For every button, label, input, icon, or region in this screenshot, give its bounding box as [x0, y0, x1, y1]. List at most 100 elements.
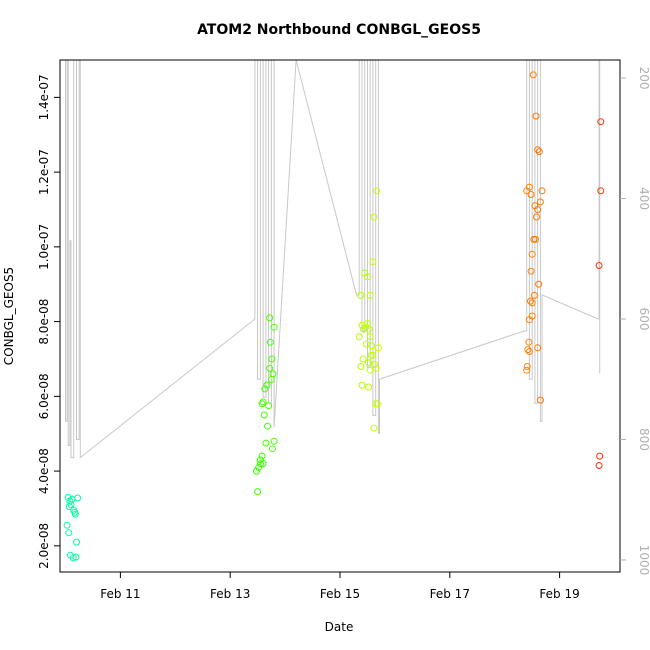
data-point	[595, 462, 603, 469]
data-point	[64, 493, 72, 501]
data-point	[528, 250, 536, 258]
data-point	[370, 213, 378, 221]
data-point	[359, 355, 367, 363]
data-point	[372, 364, 380, 372]
chart-title: ATOM2 Northbound CONBGL_GEOS5	[197, 22, 481, 38]
data-point	[595, 262, 603, 269]
data-point	[534, 344, 542, 352]
data-point	[262, 439, 270, 447]
right-tick-label: 1000	[637, 545, 650, 576]
right-axis: 200 400 600 800 1000	[620, 67, 650, 576]
data-point	[258, 452, 266, 460]
x-axis: Feb 11 Feb 13 Feb 15 Feb 17 Feb 19	[100, 572, 580, 601]
y-tick-label: 8.0e-08	[37, 299, 51, 345]
pressure-line-group	[65, 59, 601, 459]
data-point	[525, 338, 533, 346]
data-point	[374, 344, 382, 352]
data-point	[535, 280, 543, 288]
data-point	[256, 460, 264, 468]
data-point	[368, 342, 376, 350]
data-point	[266, 364, 274, 372]
data-point	[63, 521, 71, 529]
data-point	[265, 402, 273, 410]
data-point	[365, 383, 372, 391]
data-point	[74, 494, 82, 502]
data-point	[72, 553, 80, 561]
data-point	[253, 467, 260, 475]
data-point	[525, 183, 533, 191]
data-point	[535, 148, 543, 156]
data-point	[370, 424, 378, 432]
data-point	[65, 503, 73, 511]
data-point	[364, 273, 371, 281]
data-point	[261, 385, 269, 393]
data-point	[533, 213, 540, 221]
y-tick-label: 1.4e-07	[37, 74, 51, 120]
right-tick-label: 800	[637, 428, 650, 451]
pressure-line	[65, 59, 601, 459]
data-point	[270, 437, 278, 445]
x-tick-label: Feb 17	[430, 587, 470, 601]
data-point	[357, 291, 365, 299]
data-point	[268, 355, 276, 363]
y-tick-label: 2.0e-08	[37, 523, 51, 569]
data-point	[596, 452, 604, 460]
data-point	[355, 333, 363, 341]
data-point	[71, 508, 79, 516]
plot-frame	[59, 59, 621, 573]
data-point	[266, 338, 274, 346]
y-tick-label: 1.2e-07	[37, 149, 51, 195]
x-tick-label: Feb 19	[539, 587, 579, 601]
data-point	[525, 348, 533, 355]
data-point	[527, 267, 535, 275]
data-point	[366, 291, 374, 299]
data-point	[366, 366, 374, 374]
y-axis: 2.0e-08 4.0e-08 6.0e-08 8.0e-08 1.0e-07 1.2e-…	[37, 74, 60, 569]
data-point	[259, 398, 267, 406]
data-point	[528, 312, 536, 320]
data-point	[365, 359, 372, 367]
data-point	[597, 118, 605, 126]
data-point	[266, 314, 274, 322]
data-point	[258, 400, 266, 408]
data-point	[527, 297, 534, 305]
data-point	[534, 146, 542, 154]
data-point	[524, 346, 532, 354]
data-point	[365, 325, 373, 333]
data-point	[536, 198, 544, 206]
x-tick-label: Feb 11	[100, 587, 140, 601]
right-tick-label: 600	[637, 308, 650, 331]
data-point	[532, 235, 539, 243]
data-point	[65, 529, 73, 537]
x-tick-label: Feb 13	[210, 587, 250, 601]
data-point	[69, 554, 77, 562]
data-point	[270, 323, 278, 331]
data-point	[263, 381, 271, 389]
data-point	[260, 411, 268, 419]
data-point	[367, 351, 375, 359]
y-tick-label: 6.0e-08	[37, 373, 51, 419]
data-point	[373, 400, 381, 408]
x-tick-label: Feb 15	[320, 587, 360, 601]
data-point	[373, 187, 381, 195]
data-point	[254, 488, 262, 496]
data-point	[527, 191, 535, 198]
data-point	[369, 258, 377, 266]
y-tick-label: 4.0e-08	[37, 448, 51, 494]
data-point	[534, 206, 542, 213]
data-point	[530, 291, 538, 299]
data-point	[529, 71, 537, 79]
data-point	[523, 366, 531, 374]
data-point	[357, 363, 365, 370]
y-tick-label: 1.0e-07	[37, 224, 51, 270]
data-point	[73, 538, 80, 546]
data-point	[536, 396, 544, 404]
data-point	[264, 422, 271, 430]
y-axis-label: CONBGL_GEOS5	[2, 267, 16, 365]
data-point	[597, 187, 605, 195]
data-point	[523, 363, 531, 370]
data-point	[366, 333, 374, 341]
points-group	[63, 71, 605, 562]
data-point	[267, 376, 275, 383]
